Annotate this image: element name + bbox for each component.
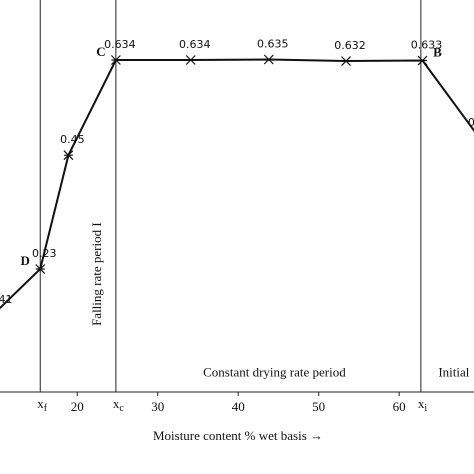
boundary-symbol: x: [113, 396, 120, 411]
point-letter: B: [433, 45, 442, 60]
boundary-label: xc: [113, 396, 125, 414]
x-tick-label: 30: [151, 399, 164, 414]
value-label: 0.45: [60, 133, 85, 146]
x-axis-label: Moisture content % wet basis →: [153, 428, 323, 443]
marker: [110, 55, 121, 65]
value-label: 0.141: [0, 293, 13, 306]
boundary-symbol: x: [418, 396, 425, 411]
value-label: 0.633: [411, 39, 443, 52]
region-label: Initial: [438, 364, 469, 379]
marker: [341, 56, 351, 66]
marker: [417, 55, 428, 66]
x-tick-label: 60: [393, 399, 406, 414]
marker: [63, 150, 74, 161]
boundary-subscript: f: [44, 403, 48, 414]
boundary-subscript: i: [424, 403, 427, 414]
value-label: 0.483: [468, 116, 474, 129]
line: [0, 58, 474, 310]
boundary-label: xf: [37, 396, 48, 414]
value-label: 0.23: [32, 247, 57, 260]
marker: [263, 54, 274, 65]
plot-area: Falling rate period I Constant drying rat…: [0, 0, 474, 392]
value-label: 0.634: [179, 38, 211, 51]
value-label: 0.634: [104, 38, 136, 51]
boundary-symbol: x: [37, 396, 44, 411]
boundary-subscript: c: [119, 403, 124, 414]
x-tick-label: 50: [312, 399, 325, 414]
region-label: Constant drying rate period: [203, 364, 346, 379]
region-label: Falling rate period I: [89, 222, 104, 326]
x-tick-label: 40: [232, 399, 245, 414]
point-letter: D: [21, 253, 30, 268]
point-letter: C: [96, 44, 105, 59]
value-label: 0.635: [257, 37, 289, 50]
x-tick-label: 20: [71, 399, 84, 414]
marker: [35, 264, 46, 274]
marker: [185, 55, 196, 65]
boundary-label: xi: [418, 396, 428, 414]
value-label: 0.632: [334, 39, 366, 52]
